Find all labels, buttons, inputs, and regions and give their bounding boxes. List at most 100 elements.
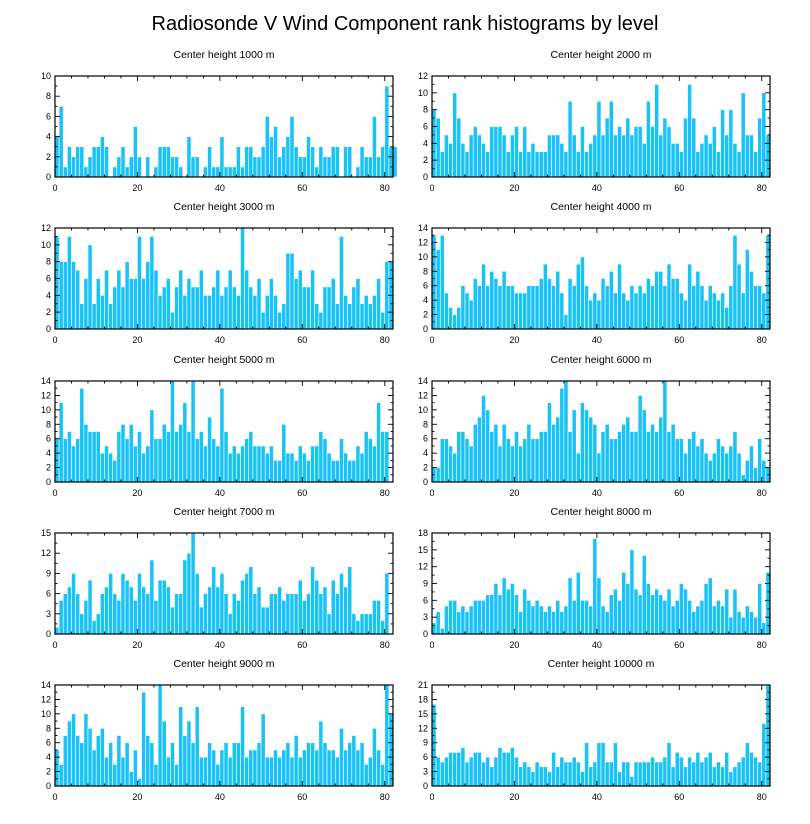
histogram-bar [711,605,717,635]
histogram-bar [334,460,340,483]
histogram-bar [724,452,730,483]
histogram-bar [376,749,381,787]
histogram-bar [124,261,130,330]
histogram-bar [514,756,519,787]
x-tick-label: 0 [52,183,57,193]
histogram-bar [563,605,569,635]
histogram-bar [567,278,573,330]
histogram-bar [740,292,746,330]
histogram-bar [207,146,212,178]
histogram-bar [236,295,241,330]
histogram-bar [744,249,750,330]
histogram-bar [761,622,767,635]
histogram-bar [695,151,701,178]
histogram-bar [670,605,676,635]
histogram-bar [646,761,651,787]
histogram-bar [236,600,241,635]
histogram-bar [485,409,491,483]
histogram-bar [538,151,544,178]
histogram-bar [112,593,118,635]
y-tick-label: 2 [46,152,51,162]
histogram-bar [100,136,105,178]
y-tick-label: 6 [423,752,428,762]
histogram-bar [514,126,519,178]
histogram-bar [724,588,730,635]
histogram-bar [514,594,519,635]
histogram-bar [170,380,175,483]
histogram-bar [584,285,589,330]
histogram-bar [116,156,122,178]
histogram-bar [724,307,730,330]
histogram-bar [128,423,134,483]
histogram-bar [240,445,245,483]
y-tick-label: 4 [423,138,428,148]
histogram-bar [256,278,262,330]
histogram-bar [633,588,639,635]
histogram-bar [252,445,258,483]
histogram-bar [679,756,684,787]
histogram-bar [67,586,72,635]
histogram-bar [198,431,204,483]
histogram-bar [674,600,680,635]
x-tick-label: 40 [592,488,602,498]
histogram-bar [501,134,507,178]
histogram-bar [231,166,237,178]
histogram-bar [83,166,89,178]
y-tick-label: 18 [418,694,428,704]
histogram-bar [575,571,581,635]
histogram-bar [468,756,474,787]
histogram-bar [707,752,713,787]
histogram-bar [711,766,717,787]
histogram-bar [542,431,548,483]
histogram-bar [477,416,482,483]
histogram-bar [149,236,155,330]
histogram-bar [575,452,581,483]
histogram-bar [248,431,254,483]
histogram-bar [264,116,270,178]
histogram-bar [518,766,523,787]
histogram-bar [297,445,303,483]
histogram-bar [571,134,577,178]
histogram-bar [588,416,594,483]
histogram-bar [444,438,449,483]
histogram-bar [658,270,664,330]
histogram-bar [322,742,328,787]
histogram-bar [120,423,126,483]
histogram-bar [322,286,328,330]
histogram-bar [285,742,291,787]
histogram-bar [330,278,336,330]
histogram-bar [629,285,635,330]
histogram-bar [376,600,381,635]
histogram-bar [326,452,332,483]
histogram-bar [613,588,618,635]
histogram-bar [547,278,552,330]
x-tick-label: 80 [757,488,767,498]
histogram-bar [227,452,233,483]
histogram-bar [633,761,639,787]
histogram-bar [662,600,668,635]
histogram-bar [604,117,610,178]
histogram-bar [149,559,155,635]
histogram-bar [707,285,713,330]
histogram-bar [372,445,377,483]
histogram-bar [252,593,258,635]
histogram-bar [359,303,365,330]
histogram-bar [674,438,680,483]
histogram-bar [100,295,105,330]
histogram-bar [310,445,315,483]
histogram-bar [372,727,377,787]
histogram-bar [716,600,721,635]
histogram-bar [178,166,184,178]
histogram-bar [456,307,462,330]
histogram-bar [679,292,684,330]
histogram-bar [269,278,274,330]
histogram-bar [505,588,511,635]
histogram-bar [522,126,528,178]
x-tick-label: 60 [674,792,684,802]
y-tick-label: 12 [41,548,51,558]
histogram-bar [343,146,348,178]
histogram-bar [334,303,340,330]
histogram-bar [662,756,668,787]
histogram-bar [530,143,536,178]
histogram-bar [302,286,307,330]
